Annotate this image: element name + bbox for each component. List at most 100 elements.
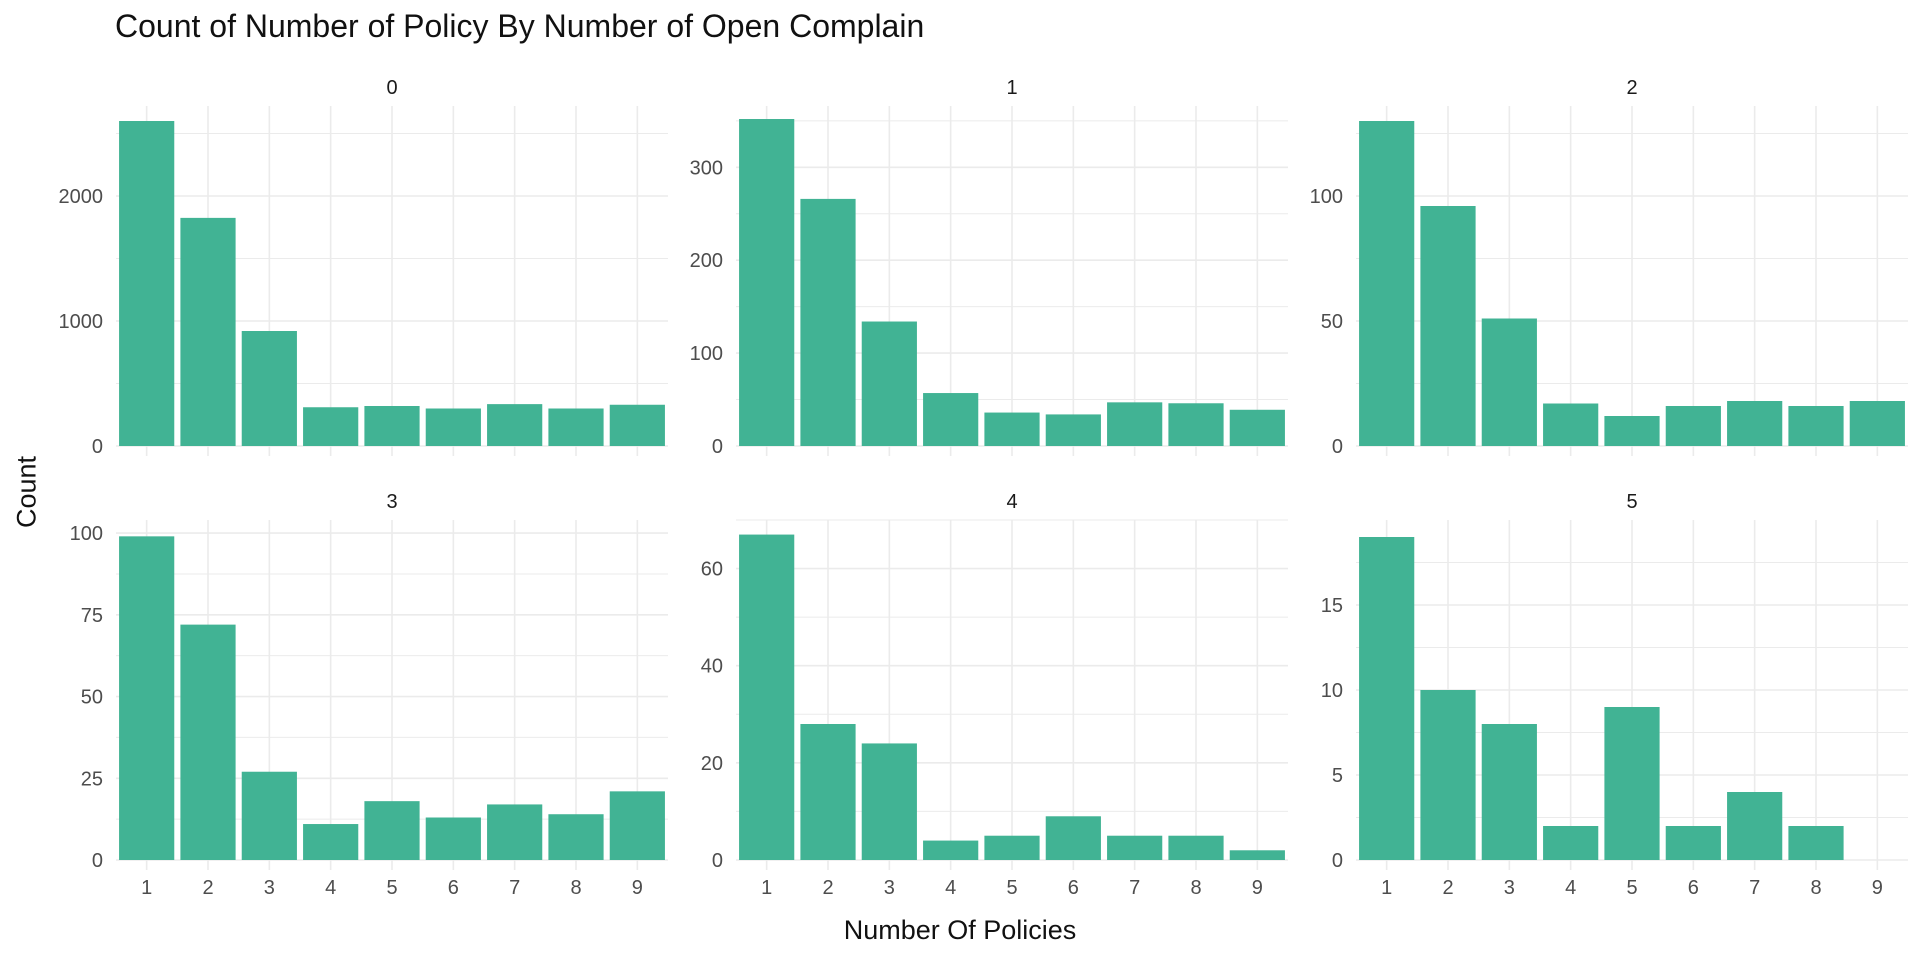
x-tick-label: 6 xyxy=(1068,877,1079,899)
y-tick-label: 50 xyxy=(1321,311,1343,333)
bar-facet-0-7 xyxy=(487,404,543,446)
bar-facet-4-9 xyxy=(1229,850,1285,860)
x-tick-label: 4 xyxy=(1565,877,1576,899)
bar-facet-2-4 xyxy=(1543,403,1599,446)
y-tick-label: 5 xyxy=(1332,765,1343,787)
bar-facet-4-3 xyxy=(861,743,917,860)
x-tick-label: 9 xyxy=(1252,877,1263,899)
bar-facet-2-2 xyxy=(1420,206,1476,446)
facet-label: 0 xyxy=(386,77,397,99)
facet-label: 5 xyxy=(1626,491,1637,513)
x-tick-label: 5 xyxy=(386,877,397,899)
x-tick-label: 9 xyxy=(632,877,643,899)
bar-facet-1-7 xyxy=(1107,402,1163,446)
y-tick-label: 100 xyxy=(1310,186,1343,208)
x-tick-label: 3 xyxy=(264,877,275,899)
facet-label: 3 xyxy=(386,491,397,513)
y-tick-label: 200 xyxy=(690,250,723,272)
bar-facet-1-5 xyxy=(984,412,1040,446)
bar-facet-1-8 xyxy=(1168,403,1224,446)
y-tick-label: 20 xyxy=(701,753,723,775)
y-tick-label: 25 xyxy=(81,768,103,790)
bar-facet-4-2 xyxy=(800,724,856,860)
x-tick-label: 2 xyxy=(1442,877,1453,899)
bar-facet-4-5 xyxy=(984,835,1040,860)
bar-facet-4-4 xyxy=(923,840,979,860)
y-tick-label: 10 xyxy=(1321,680,1343,702)
y-tick-label: 0 xyxy=(92,850,103,872)
bar-facet-0-4 xyxy=(303,407,359,446)
facet-label: 4 xyxy=(1006,491,1017,513)
x-tick-label: 9 xyxy=(1872,877,1883,899)
y-tick-label: 50 xyxy=(81,687,103,709)
x-axis-title: Number Of Policies xyxy=(843,915,1077,945)
y-tick-label: 0 xyxy=(712,850,723,872)
bar-facet-1-9 xyxy=(1229,409,1285,446)
bar-facet-2-1 xyxy=(1359,121,1415,446)
y-tick-label: 1000 xyxy=(59,311,104,333)
bar-facet-5-1 xyxy=(1359,537,1415,860)
x-tick-label: 6 xyxy=(448,877,459,899)
bar-facet-5-8 xyxy=(1788,826,1844,860)
y-tick-label: 0 xyxy=(1332,436,1343,458)
bar-facet-4-8 xyxy=(1168,835,1224,860)
bar-facet-5-2 xyxy=(1420,690,1476,860)
x-tick-label: 8 xyxy=(1810,877,1821,899)
x-tick-label: 2 xyxy=(822,877,833,899)
bar-facet-5-5 xyxy=(1604,707,1660,860)
bar-facet-4-1 xyxy=(739,534,795,860)
x-tick-label: 8 xyxy=(570,877,581,899)
x-tick-label: 6 xyxy=(1688,877,1699,899)
bar-facet-5-7 xyxy=(1727,792,1783,860)
x-tick-label: 4 xyxy=(325,877,336,899)
x-tick-label: 7 xyxy=(1749,877,1760,899)
y-tick-label: 40 xyxy=(701,656,723,678)
x-tick-label: 3 xyxy=(884,877,895,899)
bar-facet-2-7 xyxy=(1727,401,1783,446)
bar-facet-1-1 xyxy=(739,119,795,446)
y-tick-label: 0 xyxy=(1332,850,1343,872)
x-tick-label: 7 xyxy=(509,877,520,899)
bar-facet-3-9 xyxy=(609,791,665,860)
bar-facet-0-1 xyxy=(119,121,175,446)
bar-facet-2-3 xyxy=(1481,318,1537,446)
bar-facet-2-8 xyxy=(1788,406,1844,446)
bar-facet-2-9 xyxy=(1849,401,1905,446)
bar-facet-5-4 xyxy=(1543,826,1599,860)
bar-facet-3-4 xyxy=(303,824,359,860)
y-tick-label: 15 xyxy=(1321,595,1343,617)
chart-title: Count of Number of Policy By Number of O… xyxy=(115,8,925,44)
bar-facet-3-5 xyxy=(364,801,420,860)
bar-facet-4-7 xyxy=(1107,835,1163,860)
x-tick-label: 4 xyxy=(945,877,956,899)
x-tick-label: 1 xyxy=(761,877,772,899)
bar-facet-0-9 xyxy=(609,404,665,446)
x-tick-label: 8 xyxy=(1190,877,1201,899)
y-tick-label: 75 xyxy=(81,605,103,627)
bar-facet-5-3 xyxy=(1481,724,1537,860)
y-tick-label: 2000 xyxy=(59,186,104,208)
bar-facet-2-5 xyxy=(1604,416,1660,446)
bar-facet-3-3 xyxy=(241,771,297,860)
x-tick-label: 1 xyxy=(1381,877,1392,899)
bar-facet-3-7 xyxy=(487,804,543,860)
bar-facet-5-6 xyxy=(1665,826,1721,860)
bar-facet-0-3 xyxy=(241,331,297,446)
bar-facet-4-6 xyxy=(1045,816,1101,860)
facet-label: 2 xyxy=(1626,77,1637,99)
bar-facet-1-3 xyxy=(861,321,917,446)
bar-facet-3-8 xyxy=(548,814,604,860)
x-tick-label: 3 xyxy=(1504,877,1515,899)
y-tick-label: 60 xyxy=(701,559,723,581)
y-axis-title: Count xyxy=(11,455,42,529)
x-tick-label: 5 xyxy=(1626,877,1637,899)
bar-facet-1-4 xyxy=(923,393,979,446)
y-tick-label: 0 xyxy=(712,436,723,458)
bar-facet-3-6 xyxy=(425,817,481,860)
y-tick-label: 100 xyxy=(690,343,723,365)
y-tick-label: 300 xyxy=(690,157,723,179)
facet-label: 1 xyxy=(1006,77,1017,99)
bar-facet-2-6 xyxy=(1665,406,1721,446)
y-tick-label: 0 xyxy=(92,436,103,458)
